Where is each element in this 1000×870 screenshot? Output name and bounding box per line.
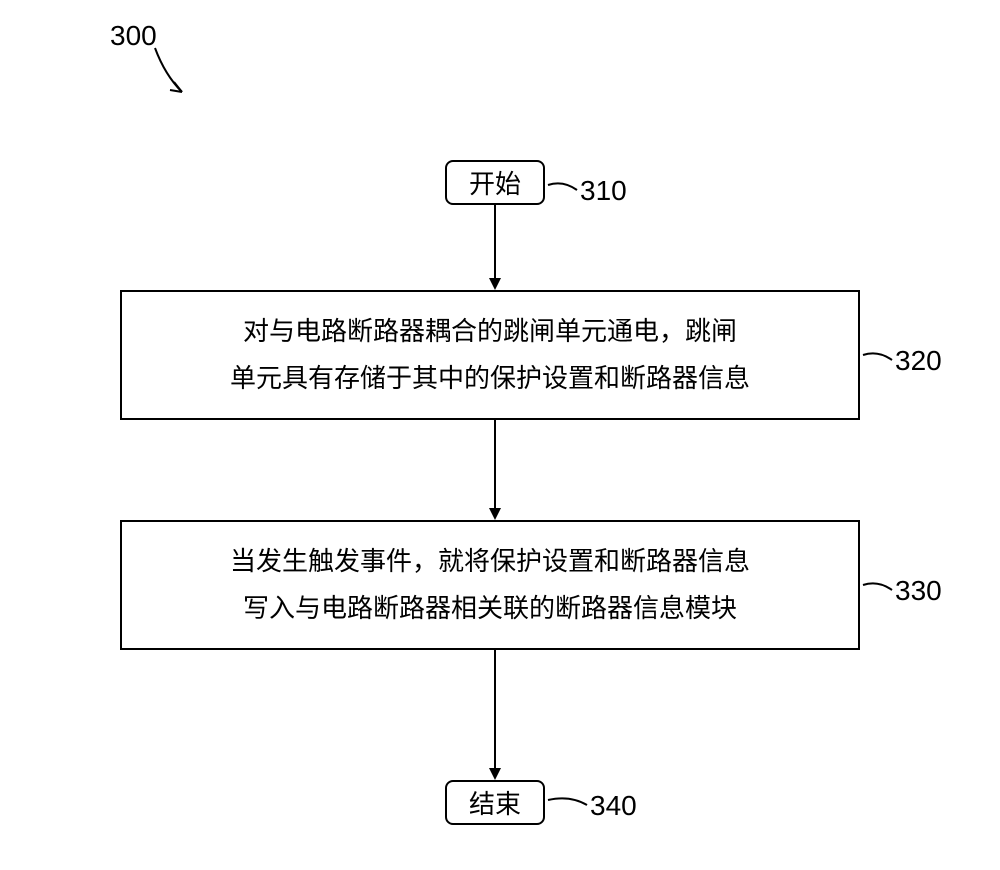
step-320-text: 对与电路断路器耦合的跳闸单元通电，跳闸 单元具有存储于其中的保护设置和断路器信息 bbox=[230, 308, 750, 402]
start-label: 开始 bbox=[469, 164, 521, 201]
step-330-line1: 当发生触发事件，就将保护设置和断路器信息 bbox=[230, 538, 750, 585]
figure-ref-320: 320 bbox=[895, 345, 942, 377]
flowchart-diagram: 300 310 320 330 340 开始 对与电路断路器耦合的跳闸单元通电，… bbox=[0, 0, 1000, 870]
figure-ref-310: 310 bbox=[580, 175, 627, 207]
ref-curve-340 bbox=[545, 790, 590, 815]
ref-curve-330 bbox=[860, 575, 900, 600]
figure-ref-330: 330 bbox=[895, 575, 942, 607]
step-330-text: 当发生触发事件，就将保护设置和断路器信息 写入与电路断路器相关联的断路器信息模块 bbox=[230, 538, 750, 632]
step-330-line2: 写入与电路断路器相关联的断路器信息模块 bbox=[230, 585, 750, 632]
arrow-330-to-end bbox=[485, 650, 505, 785]
figure-ref-340: 340 bbox=[590, 790, 637, 822]
step-320-line1: 对与电路断路器耦合的跳闸单元通电，跳闸 bbox=[230, 308, 750, 355]
end-label: 结束 bbox=[469, 784, 521, 821]
ref-curve-310 bbox=[545, 175, 585, 200]
process-step-330: 当发生触发事件，就将保护设置和断路器信息 写入与电路断路器相关联的断路器信息模块 bbox=[120, 520, 860, 650]
arrow-start-to-320 bbox=[485, 205, 505, 295]
end-node: 结束 bbox=[445, 780, 545, 825]
start-node: 开始 bbox=[445, 160, 545, 205]
process-step-320: 对与电路断路器耦合的跳闸单元通电，跳闸 单元具有存储于其中的保护设置和断路器信息 bbox=[120, 290, 860, 420]
ref-curve-320 bbox=[860, 345, 900, 370]
ref-arrow-300 bbox=[140, 40, 200, 110]
step-320-line2: 单元具有存储于其中的保护设置和断路器信息 bbox=[230, 355, 750, 402]
arrow-320-to-330 bbox=[485, 420, 505, 525]
